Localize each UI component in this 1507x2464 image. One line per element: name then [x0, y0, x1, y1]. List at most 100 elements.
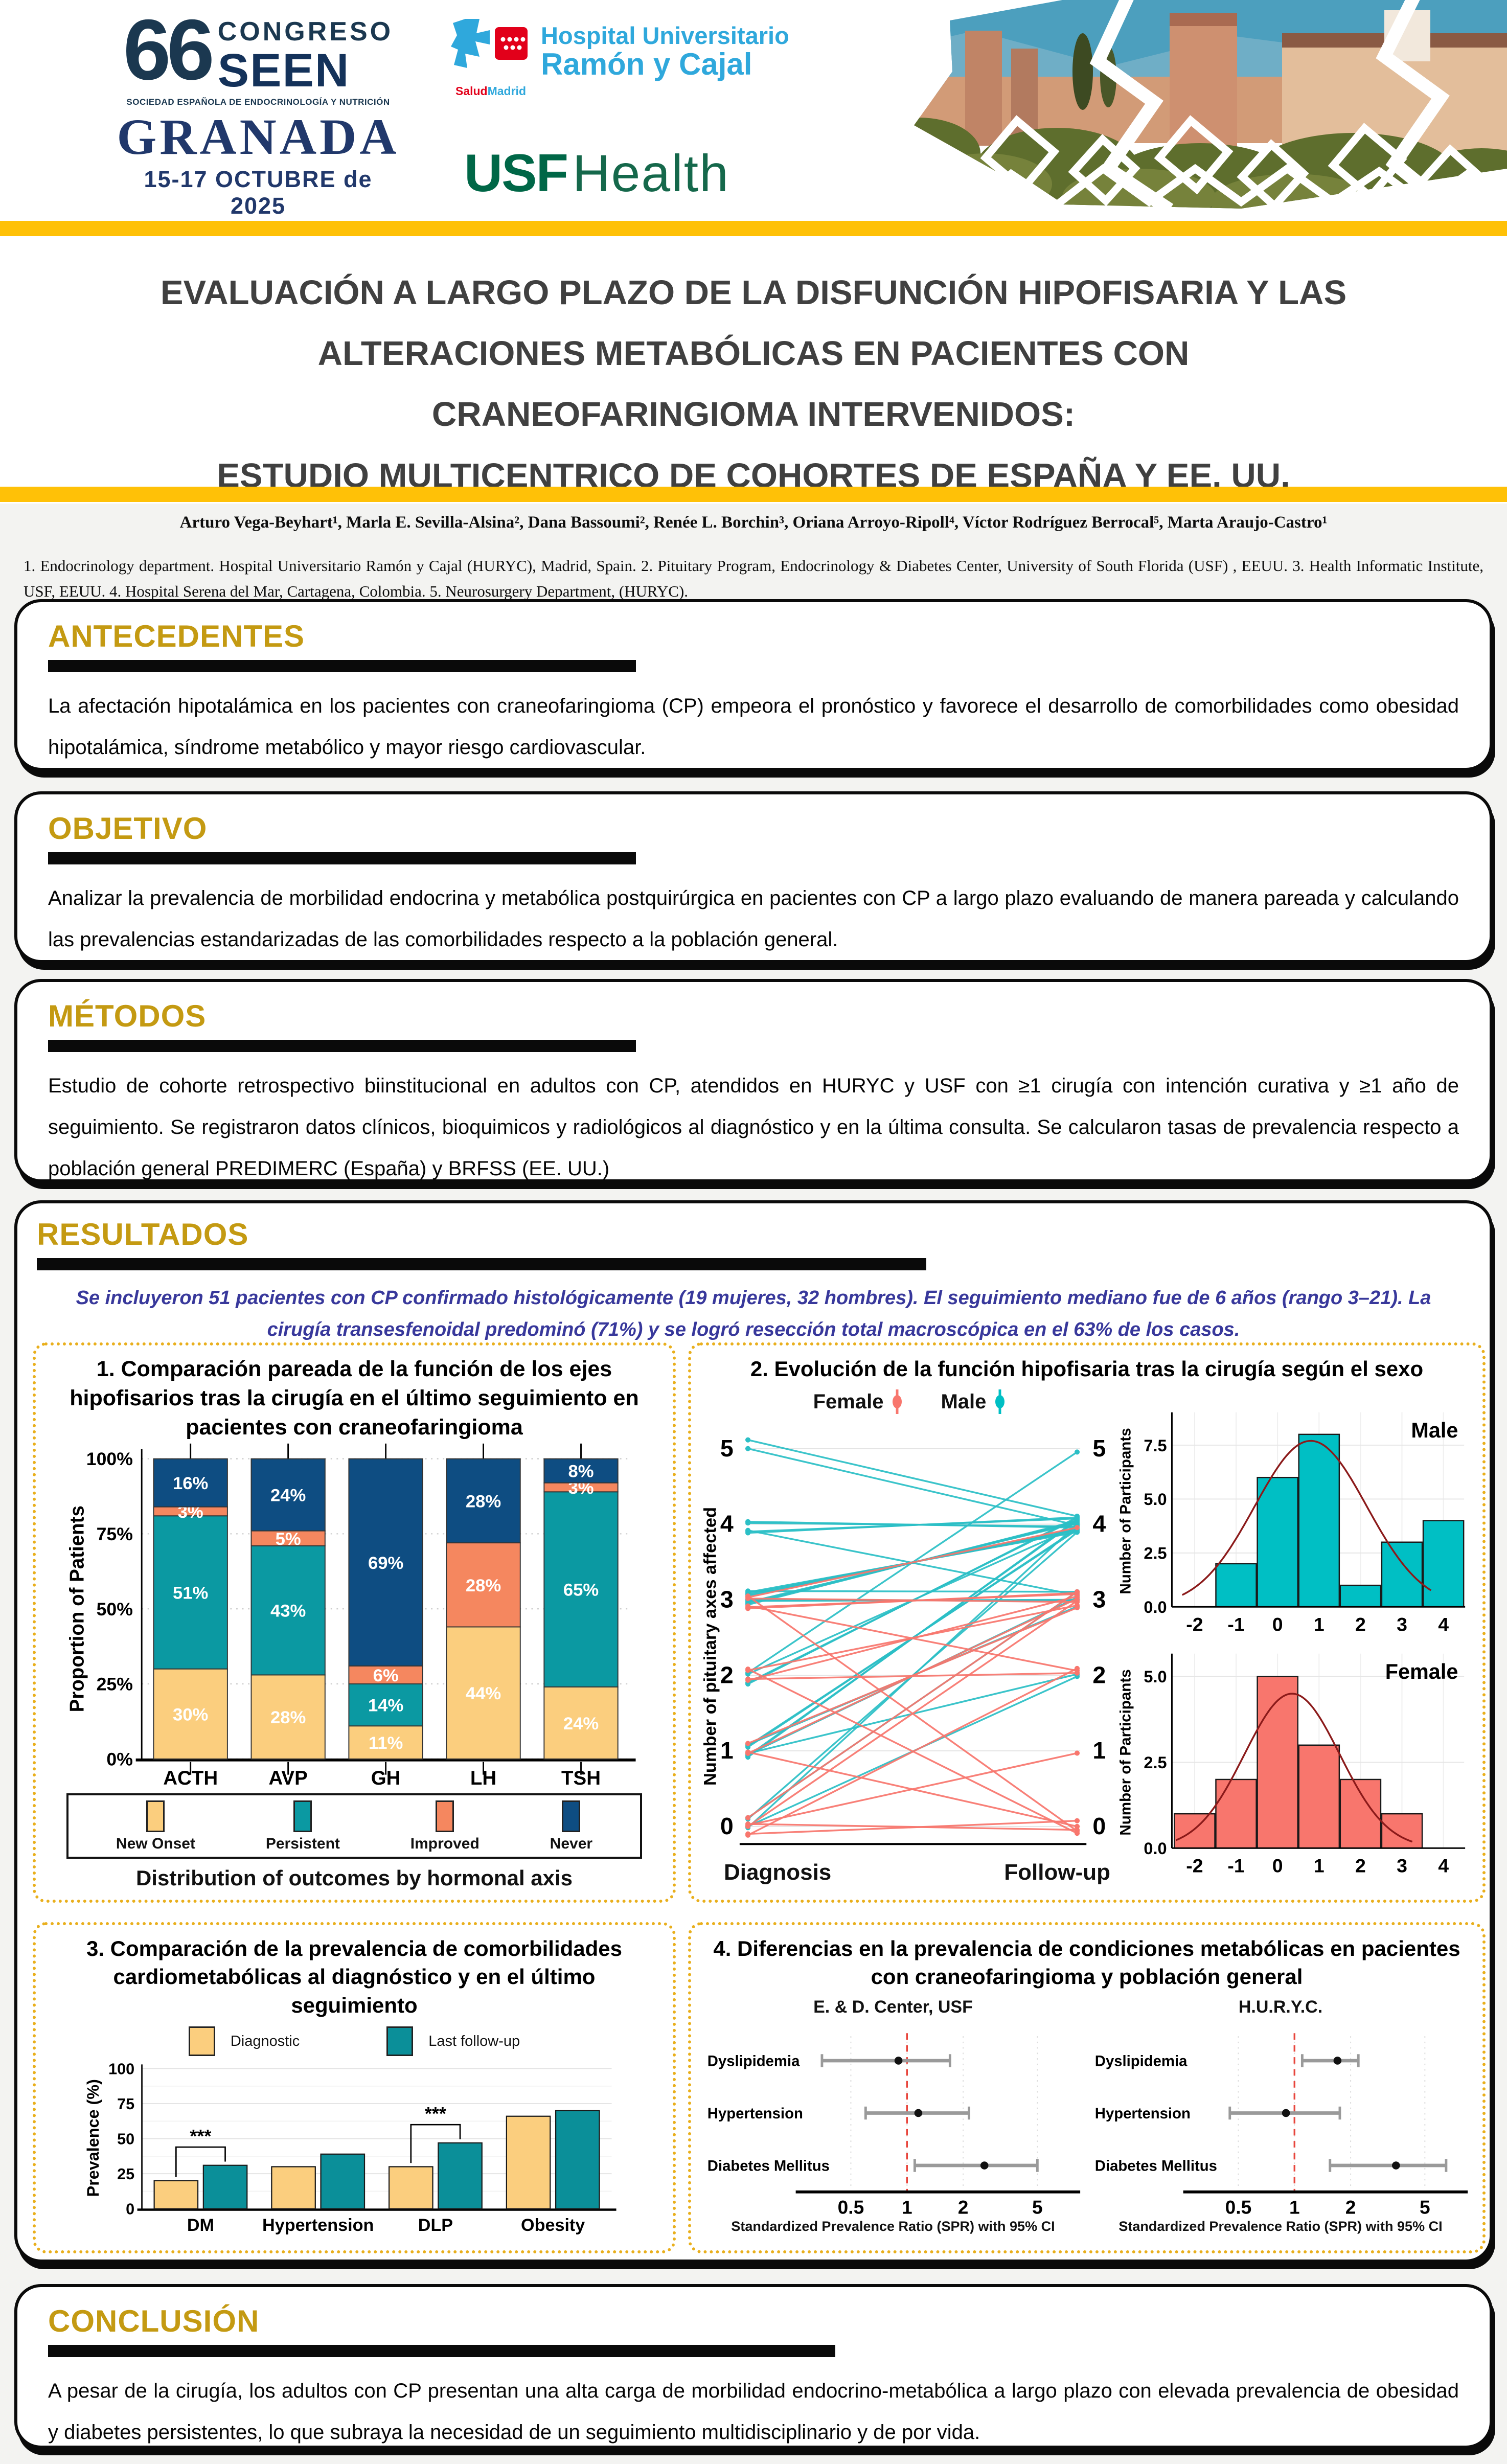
svg-text:Male: Male [1411, 1419, 1458, 1443]
svg-text:5: 5 [1032, 2197, 1043, 2218]
svg-text:0.0: 0.0 [1144, 1599, 1167, 1617]
salud-text: Salud [455, 84, 488, 98]
svg-text:100%: 100% [86, 1449, 133, 1469]
svg-text:6%: 6% [373, 1666, 399, 1685]
svg-text:Female: Female [1385, 1660, 1458, 1683]
figure2-panel: 2. Evolución de la función hipofisaria t… [688, 1342, 1486, 1903]
svg-text:3: 3 [1397, 1855, 1407, 1876]
usf-health-wordmark: Health [573, 144, 729, 202]
svg-text:0: 0 [126, 2201, 134, 2218]
figure4-huryc-subtitle: H.U.R.Y.C. [1238, 1997, 1323, 2017]
svg-text:2: 2 [720, 1662, 734, 1689]
slope-label-diagnosis: Diagnosis [724, 1860, 832, 1885]
svg-text:2: 2 [958, 2197, 969, 2218]
madrid-text: Madrid [487, 84, 526, 98]
antecedentes-section: ANTECEDENTES La afectación hipotalámica … [14, 599, 1493, 771]
svg-text:43%: 43% [270, 1602, 306, 1621]
poster-header: 66 CONGRESO SEEN SOCIEDAD ESPAÑOLA DE EN… [0, 0, 1507, 220]
svg-text:Hypertension: Hypertension [262, 2216, 374, 2235]
svg-text:***: *** [425, 2104, 446, 2125]
legend-label: Last follow-up [428, 2033, 520, 2049]
svg-text:AVP: AVP [268, 1767, 307, 1786]
figure4-huryc-x-axis-label: Standardized Prevalence Ratio (SPR) with… [1118, 2219, 1443, 2234]
seen-word: SEEN [217, 44, 350, 97]
figure4-usf-subtitle: E. & D. Center, USF [813, 1997, 973, 2017]
figure4-forest-row: E. & D. Center, USF Dyslipidemia Hyperten… [703, 1994, 1470, 2241]
resultados-heading-rule [37, 1258, 926, 1270]
figure3-grouped-bar-chart: 0 25 50 75 100 *** DM Hypertension *** DLP Obesity… [84, 2061, 616, 2235]
figure2-legend-item: Female [813, 1387, 905, 1417]
svg-text:28%: 28% [466, 1492, 501, 1512]
objetivo-heading-rule [48, 852, 636, 864]
svg-text:3: 3 [720, 1586, 734, 1613]
resultados-heading: RESULTADOS [37, 1217, 249, 1251]
figure2-legend-item: Male [941, 1387, 1008, 1417]
congress-city: GRANADA [117, 108, 400, 165]
svg-text:Obesity: Obesity [521, 2216, 585, 2235]
affiliations: 1. Endocrinology department. Hospital Un… [24, 557, 1483, 601]
legend-swatch-icon [188, 2026, 215, 2057]
hospital-name: Hospital Universitario Ramón y Cajal [541, 18, 789, 81]
svg-text:16%: 16% [173, 1474, 208, 1493]
legend-swatch-icon [562, 1800, 581, 1832]
hospital-name-line1: Hospital Universitario [541, 22, 789, 49]
congress-word: CONGRESO [217, 17, 394, 47]
figure2-histogram-column: 0.0 2.5 5.0 7.5 -2 -1 0 1 2 3 4 Male Number of Parti… [1117, 1385, 1470, 1890]
svg-text:-2: -2 [1186, 1855, 1203, 1876]
svg-text:51%: 51% [173, 1584, 208, 1603]
figure1-legend: New Onset Persistent Improved Never [66, 1793, 642, 1859]
svg-text:Dyslipidemia: Dyslipidemia [707, 2053, 800, 2070]
metodos-section: MÉTODOS Estudio de cohorte retrospectivo… [14, 979, 1493, 1182]
svg-text:0: 0 [1272, 1855, 1283, 1876]
svg-text:Hypertension: Hypertension [707, 2105, 803, 2122]
svg-text:2.5: 2.5 [1144, 1753, 1167, 1772]
svg-text:-2: -2 [1186, 1614, 1203, 1635]
svg-text:1: 1 [1314, 1855, 1325, 1876]
svg-text:25%: 25% [97, 1674, 133, 1695]
svg-text:4: 4 [1438, 1855, 1449, 1876]
objetivo-heading: OBJETIVO [48, 811, 208, 846]
figure1-title: 1. Comparación pareada de la función de … [70, 1357, 639, 1440]
svg-text:2.5: 2.5 [1144, 1544, 1167, 1563]
figure3-legend: Diagnostic Last follow-up [48, 2026, 660, 2057]
svg-text:1: 1 [1314, 1614, 1325, 1635]
figure2-male-histogram: 0.0 2.5 5.0 7.5 -2 -1 0 1 2 3 4 Male Number of Parti… [1117, 1412, 1466, 1635]
svg-text:2: 2 [1345, 2197, 1356, 2218]
svg-text:75: 75 [117, 2095, 134, 2113]
figure1-legend-item: Never [550, 1800, 592, 1853]
svg-text:100: 100 [108, 2061, 134, 2078]
figure1-stacked-bar-chart: 0%25%50%75%100%30%51%3%16%ACTH28%43%5%24… [66, 1444, 636, 1786]
figure4-title: 4. Diferencias en la prevalencia de cond… [713, 1936, 1460, 1989]
seen-society-name: SOCIEDAD ESPAÑOLA DE ENDOCRINOLOGÍA Y NU… [126, 97, 390, 107]
svg-text:GH: GH [371, 1767, 401, 1786]
svg-text:ACTH: ACTH [163, 1767, 218, 1786]
svg-text:7.5: 7.5 [1144, 1436, 1167, 1455]
svg-text:Diabetes Mellitus: Diabetes Mellitus [707, 2158, 830, 2175]
legend-swatch-icon [436, 1800, 454, 1832]
resultados-intro-text: Se incluyeron 51 pacientes con CP confir… [76, 1287, 1431, 1340]
objetivo-section: OBJETIVO Analizar la prevalencia de morb… [14, 791, 1493, 963]
svg-text:0.5: 0.5 [838, 2197, 864, 2218]
figure1-legend-item: New Onset [116, 1800, 195, 1853]
svg-text:50%: 50% [97, 1599, 133, 1619]
svg-text:LH: LH [470, 1767, 496, 1786]
svg-text:0.0: 0.0 [1144, 1839, 1167, 1858]
svg-text:Diabetes Mellitus: Diabetes Mellitus [1095, 2158, 1217, 2175]
svg-text:5: 5 [1092, 1435, 1106, 1462]
legend-label: Diagnostic [230, 2033, 300, 2049]
antecedentes-text: La afectación hipotalámica en los pacien… [48, 695, 1459, 759]
figure4-usf-x-axis-label: Standardized Prevalence Ratio (SPR) with… [731, 2219, 1055, 2234]
svg-text:1: 1 [902, 2197, 912, 2218]
svg-text:DM: DM [187, 2216, 214, 2235]
svg-text:30%: 30% [173, 1705, 208, 1725]
svg-text:25: 25 [117, 2165, 134, 2183]
svg-text:DLP: DLP [418, 2216, 453, 2235]
figure3-title: 3. Comparación de la prevalencia de como… [86, 1936, 623, 2017]
svg-text:Number of Participants: Number of Participants [1117, 1428, 1134, 1594]
congress-number: 66 [123, 2, 215, 98]
figure4-panel: 4. Diferencias en la prevalencia de cond… [688, 1922, 1486, 2253]
svg-text:0: 0 [720, 1813, 734, 1839]
svg-text:4: 4 [720, 1511, 734, 1537]
svg-text:***: *** [190, 2126, 211, 2147]
figure4-huryc-subpanel: H.U.R.Y.C. Dyslipidemia Hypertension Diabe… [1091, 1994, 1470, 2241]
